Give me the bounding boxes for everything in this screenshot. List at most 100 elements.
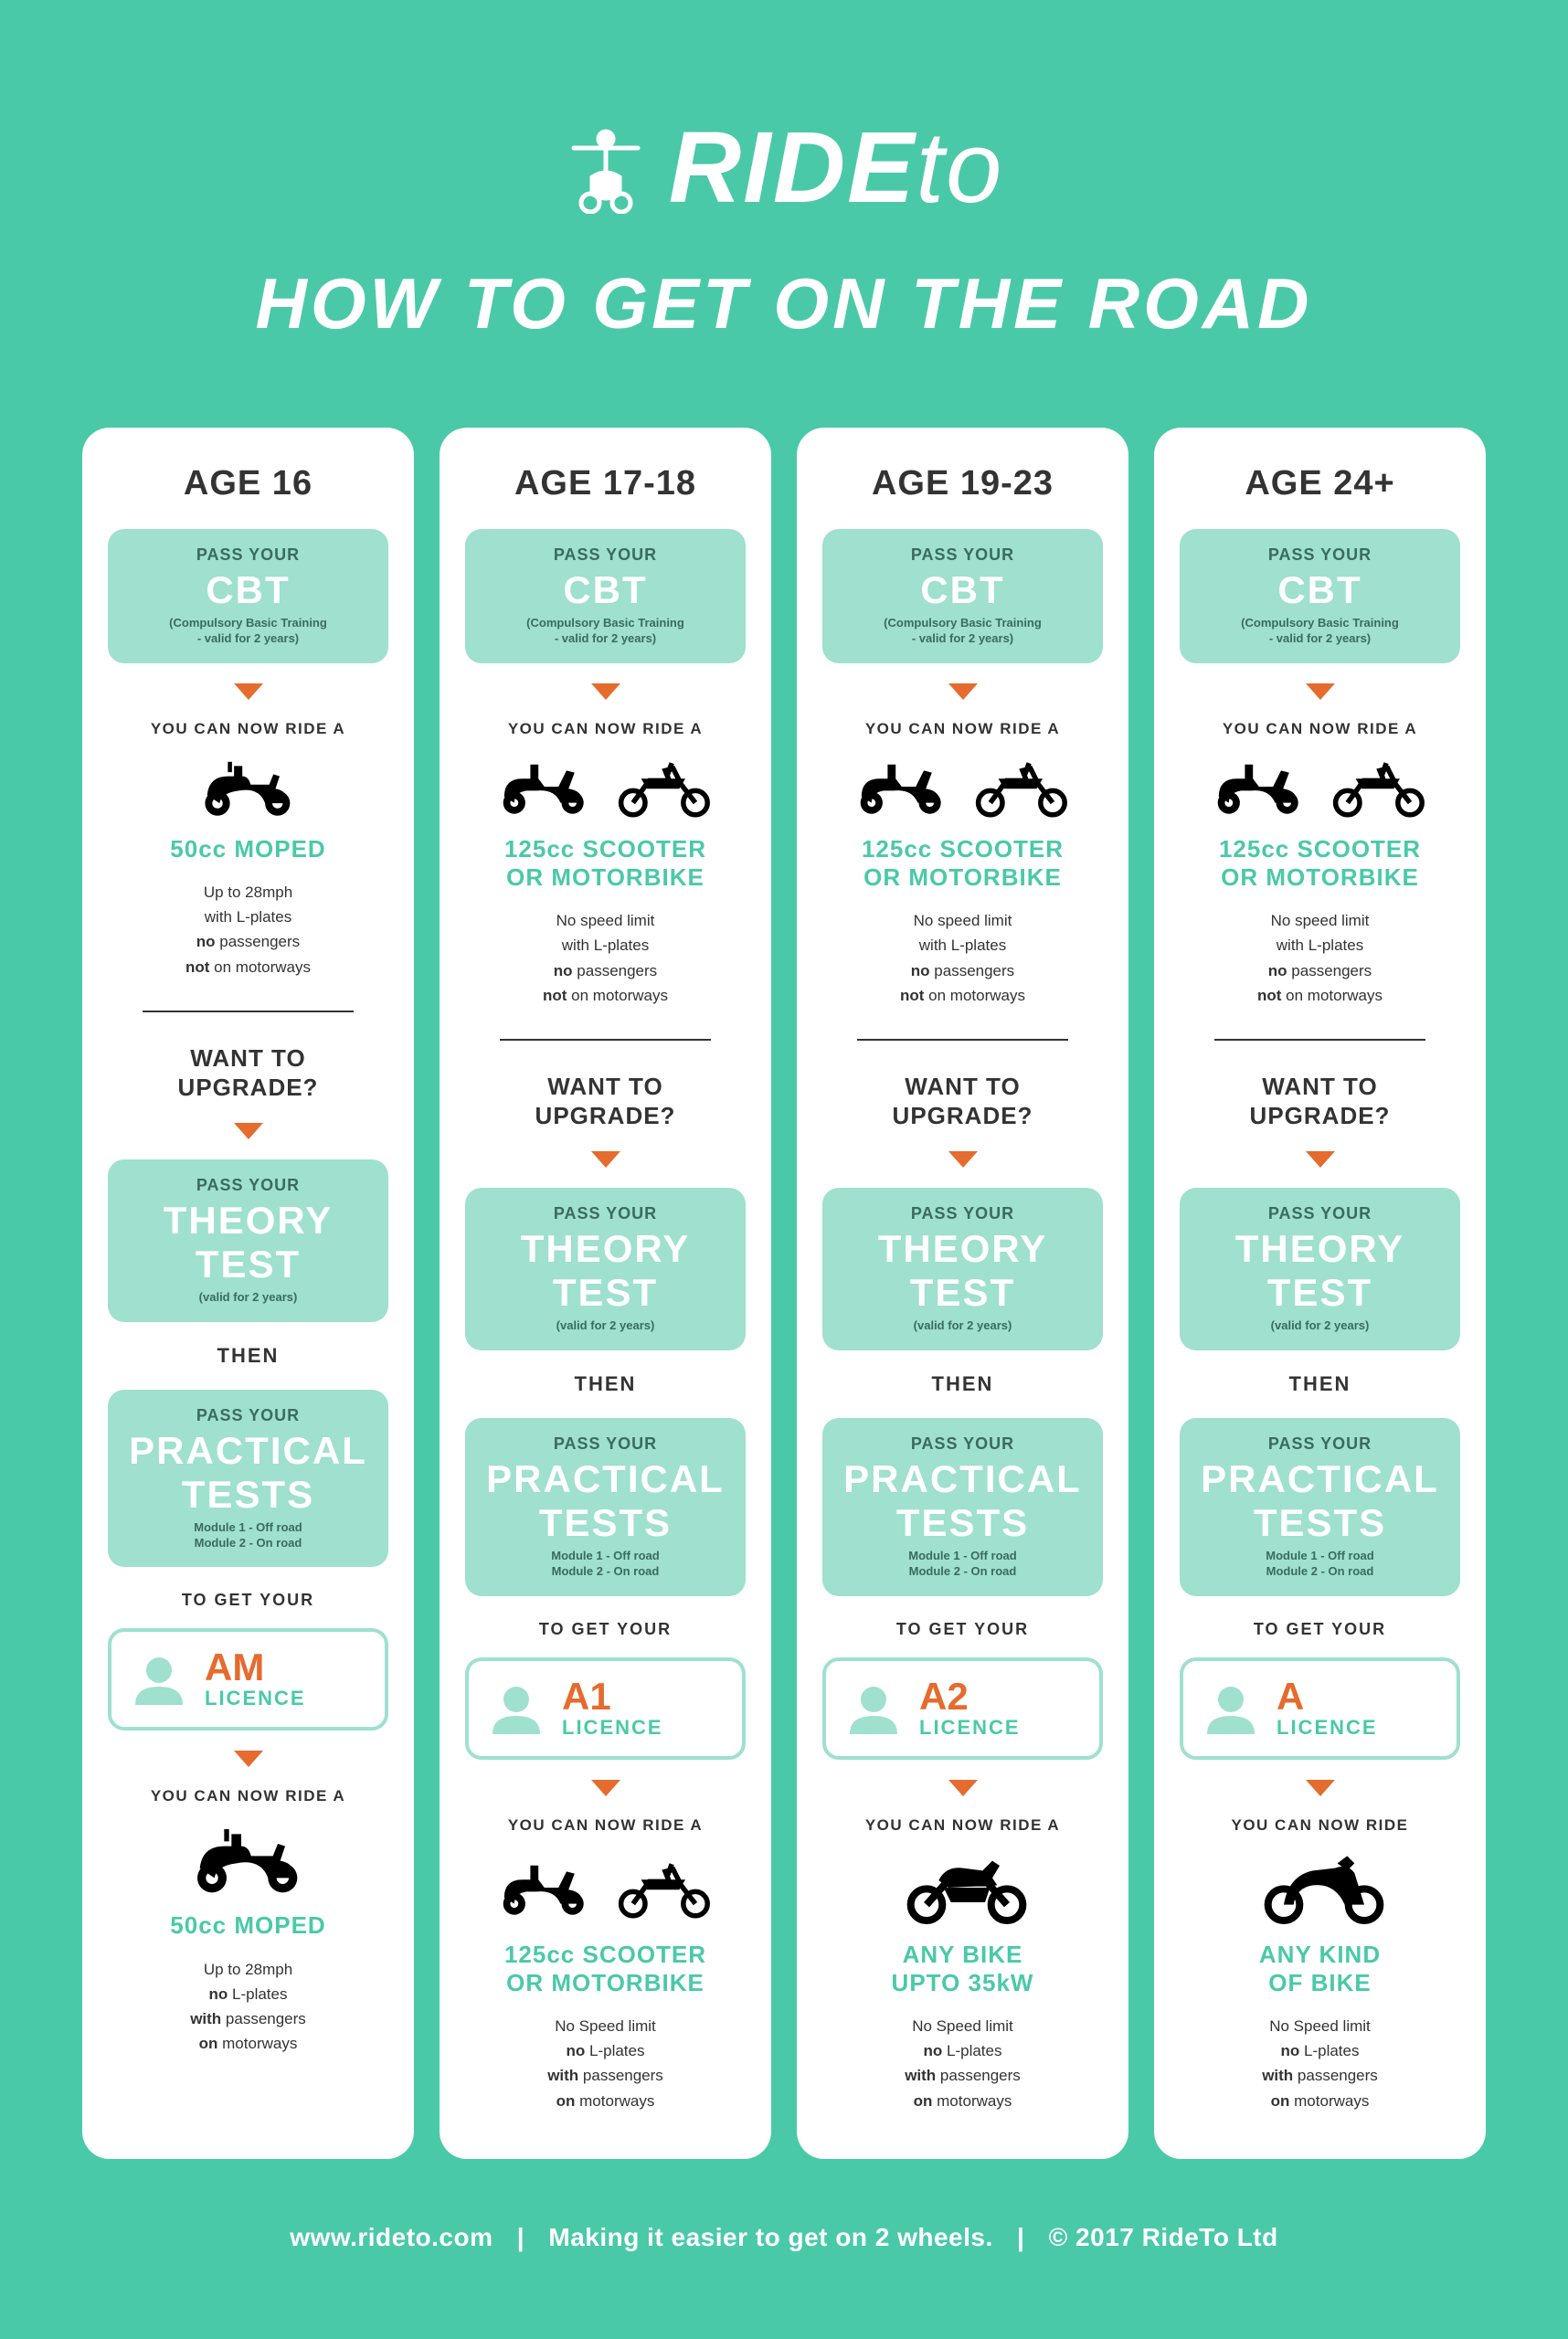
- age-column: AGE 24+ PASS YOUR CBT (Compulsory Basic …: [1154, 428, 1486, 2159]
- sportbike-icon: [1252, 1851, 1389, 1924]
- ride-label: YOU CAN NOW RIDE: [1232, 1816, 1409, 1835]
- vehicle-name: 125cc SCOOTEROR MOTORBIKE: [504, 1941, 706, 1997]
- step-box: PASS YOUR CBT (Compulsory Basic Training…: [822, 529, 1103, 663]
- ride-label: YOU CAN NOW RIDE A: [151, 720, 345, 738]
- step-box: PASS YOUR PRACTICALTESTS Module 1 - Off …: [108, 1390, 388, 1568]
- step-sub: (valid for 2 years): [480, 1318, 731, 1334]
- vehicle-icons: [496, 755, 715, 819]
- dirtbike-icon: [1330, 756, 1430, 818]
- then-label: THEN: [575, 1372, 637, 1396]
- age-column: AGE 17-18 PASS YOUR CBT (Compulsory Basi…: [440, 428, 771, 2159]
- licence-word: LICENCE: [562, 1716, 663, 1740]
- restrictions: No Speed limitno L-plateswith passengers…: [905, 2014, 1021, 2113]
- upgrade-heading: WANT TOUPGRADE?: [893, 1072, 1033, 1131]
- dirtbike-icon: [615, 756, 715, 818]
- logo-row: RIDEto: [82, 110, 1486, 226]
- dirtbike-icon: [972, 756, 1073, 818]
- step-title: THEORYTEST: [1194, 1227, 1446, 1315]
- step-sub: Module 1 - Off roadModule 2 - On road: [122, 1520, 374, 1551]
- step-box: PASS YOUR THEORYTEST (valid for 2 years): [1180, 1188, 1460, 1350]
- age-title: AGE 17-18: [514, 464, 696, 503]
- age-title: AGE 24+: [1245, 464, 1394, 503]
- arrow-down-icon: [948, 683, 978, 700]
- arrow-down-icon: [948, 1780, 978, 1796]
- vehicle-name: 50cc MOPED: [170, 835, 325, 863]
- ride-label: YOU CAN NOW RIDE A: [508, 1816, 703, 1835]
- restrictions: Up to 28mphwith L-platesno passengersnot…: [185, 880, 311, 979]
- footer-url: www.rideto.com: [290, 2223, 493, 2251]
- step-box: PASS YOUR THEORYTEST (valid for 2 years): [465, 1188, 746, 1350]
- vehicle-name: ANY KINDOF BIKE: [1259, 1941, 1381, 1997]
- pass-your-label: PASS YOUR: [1194, 545, 1446, 565]
- licence-code: AM: [205, 1648, 306, 1687]
- restrictions: No speed limitwith L-platesno passengers…: [543, 908, 668, 1008]
- restrictions: No Speed limitno L-plateswith passengers…: [547, 2014, 663, 2113]
- arrow-down-icon: [1306, 1780, 1335, 1796]
- cruiser-icon: [895, 1851, 1032, 1924]
- step-title: PRACTICALTESTS: [480, 1457, 731, 1545]
- separator: |: [1017, 2223, 1024, 2251]
- columns-container: AGE 16 PASS YOUR CBT (Compulsory Basic T…: [82, 428, 1486, 2159]
- restrictions: No speed limitwith L-platesno passengers…: [1257, 908, 1383, 1008]
- to-get-your-label: TO GET YOUR: [1254, 1620, 1386, 1639]
- to-get-your-label: TO GET YOUR: [896, 1620, 1029, 1639]
- separator: |: [517, 2223, 524, 2251]
- arrow-down-icon: [1306, 1151, 1335, 1168]
- arrow-down-icon: [591, 1151, 620, 1168]
- upgrade-heading: WANT TOUPGRADE?: [1250, 1072, 1391, 1131]
- vehicle-icons: [853, 755, 1073, 819]
- pass-your-label: PASS YOUR: [122, 1406, 374, 1425]
- pass-your-label: PASS YOUR: [480, 1204, 731, 1223]
- scooter-icon: [496, 1851, 597, 1924]
- vehicle-icons: [189, 755, 308, 819]
- scooter-icon: [496, 756, 597, 818]
- pass-your-label: PASS YOUR: [837, 1204, 1088, 1223]
- upgrade-heading: WANT TOUPGRADE?: [178, 1043, 319, 1103]
- avatar-icon: [487, 1679, 546, 1738]
- arrow-down-icon: [591, 1780, 620, 1796]
- pass-your-label: PASS YOUR: [1194, 1434, 1446, 1454]
- licence-code: A: [1277, 1678, 1378, 1716]
- ride-label: YOU CAN NOW RIDE A: [508, 720, 703, 738]
- then-label: THEN: [932, 1372, 994, 1396]
- ride-label: YOU CAN NOW RIDE A: [865, 1816, 1060, 1835]
- footer-copyright: © 2017 RideTo Ltd: [1049, 2223, 1278, 2251]
- scooter-icon: [1211, 756, 1311, 818]
- step-box: PASS YOUR CBT (Compulsory Basic Training…: [465, 529, 746, 663]
- pass-your-label: PASS YOUR: [837, 1434, 1088, 1454]
- step-title: THEORYTEST: [122, 1199, 374, 1286]
- ride-label: YOU CAN NOW RIDE A: [1223, 720, 1417, 738]
- licence-card: AM LICENCE: [108, 1628, 388, 1730]
- pass-your-label: PASS YOUR: [480, 1434, 731, 1454]
- brand-text: RIDEto: [669, 110, 1004, 226]
- arrow-down-icon: [234, 1751, 263, 1767]
- vehicle-icons: [1252, 1851, 1389, 1924]
- vehicle-name: 50cc MOPED: [170, 1911, 325, 1940]
- to-get-your-label: TO GET YOUR: [182, 1591, 314, 1610]
- arrow-down-icon: [948, 1151, 978, 1168]
- step-title: PRACTICALTESTS: [837, 1457, 1088, 1545]
- divider: [143, 1011, 353, 1012]
- vehicle-icons: [496, 1851, 715, 1924]
- arrow-down-icon: [591, 683, 620, 700]
- divider: [500, 1039, 710, 1041]
- age-column: AGE 16 PASS YOUR CBT (Compulsory Basic T…: [82, 428, 414, 2159]
- licence-code: A1: [562, 1678, 663, 1716]
- step-sub: (valid for 2 years): [837, 1318, 1088, 1334]
- step-box: PASS YOUR CBT (Compulsory Basic Training…: [108, 529, 388, 663]
- brand-part2: to: [916, 111, 1004, 224]
- step-sub: (Compulsory Basic Training- valid for 2 …: [1194, 616, 1446, 647]
- pass-your-label: PASS YOUR: [837, 545, 1088, 565]
- motorcycle-icon: [565, 122, 647, 214]
- footer-tagline: Making it easier to get on 2 wheels.: [548, 2223, 992, 2251]
- step-sub: Module 1 - Off roadModule 2 - On road: [1194, 1549, 1446, 1580]
- avatar-icon: [1202, 1679, 1260, 1738]
- step-box: PASS YOUR PRACTICALTESTS Module 1 - Off …: [1180, 1418, 1460, 1596]
- avatar-icon: [844, 1679, 903, 1738]
- vehicle-icons: [895, 1851, 1032, 1924]
- step-box: PASS YOUR PRACTICALTESTS Module 1 - Off …: [465, 1418, 746, 1596]
- vehicle-name: 125cc SCOOTEROR MOTORBIKE: [504, 835, 706, 892]
- licence-card: A1 LICENCE: [465, 1657, 746, 1760]
- step-sub: (Compulsory Basic Training- valid for 2 …: [480, 616, 731, 647]
- step-sub: (valid for 2 years): [1194, 1318, 1446, 1334]
